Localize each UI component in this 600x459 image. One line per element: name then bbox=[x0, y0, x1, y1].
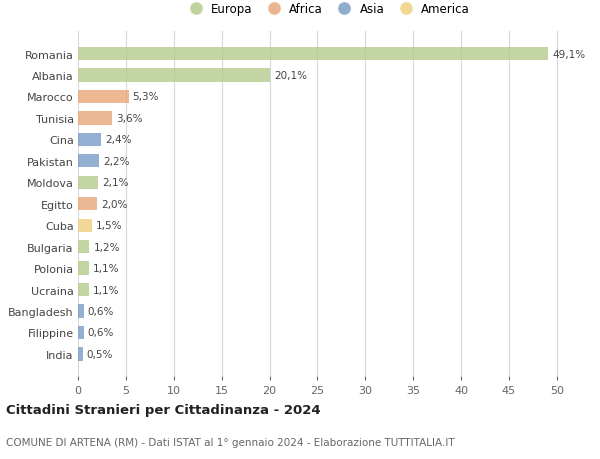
Text: 1,1%: 1,1% bbox=[92, 285, 119, 295]
Bar bbox=[78, 283, 89, 297]
Bar bbox=[78, 155, 99, 168]
Bar bbox=[78, 219, 92, 232]
Text: 2,2%: 2,2% bbox=[103, 157, 130, 167]
Text: 20,1%: 20,1% bbox=[274, 71, 307, 81]
Bar bbox=[78, 134, 101, 147]
Bar bbox=[78, 305, 84, 318]
Bar bbox=[78, 347, 83, 361]
Text: 2,0%: 2,0% bbox=[101, 199, 127, 209]
Text: 1,1%: 1,1% bbox=[92, 263, 119, 274]
Text: 49,1%: 49,1% bbox=[552, 50, 585, 59]
Text: 3,6%: 3,6% bbox=[116, 114, 143, 123]
Text: Cittadini Stranieri per Cittadinanza - 2024: Cittadini Stranieri per Cittadinanza - 2… bbox=[6, 403, 320, 416]
Text: COMUNE DI ARTENA (RM) - Dati ISTAT al 1° gennaio 2024 - Elaborazione TUTTITALIA.: COMUNE DI ARTENA (RM) - Dati ISTAT al 1°… bbox=[6, 437, 455, 447]
Text: 0,6%: 0,6% bbox=[88, 328, 114, 338]
Bar bbox=[78, 48, 548, 61]
Legend: Europa, Africa, Asia, America: Europa, Africa, Asia, America bbox=[179, 0, 475, 21]
Text: 1,2%: 1,2% bbox=[94, 242, 120, 252]
Bar bbox=[78, 69, 271, 83]
Text: 2,1%: 2,1% bbox=[102, 178, 128, 188]
Text: 2,4%: 2,4% bbox=[105, 135, 131, 145]
Bar bbox=[78, 176, 98, 190]
Text: 1,5%: 1,5% bbox=[96, 221, 122, 231]
Bar bbox=[78, 90, 129, 104]
Text: 0,6%: 0,6% bbox=[88, 306, 114, 316]
Bar bbox=[78, 198, 97, 211]
Bar bbox=[78, 326, 84, 339]
Bar bbox=[78, 112, 112, 125]
Text: 0,5%: 0,5% bbox=[86, 349, 113, 359]
Bar bbox=[78, 241, 89, 254]
Bar bbox=[78, 262, 89, 275]
Text: 5,3%: 5,3% bbox=[133, 92, 159, 102]
